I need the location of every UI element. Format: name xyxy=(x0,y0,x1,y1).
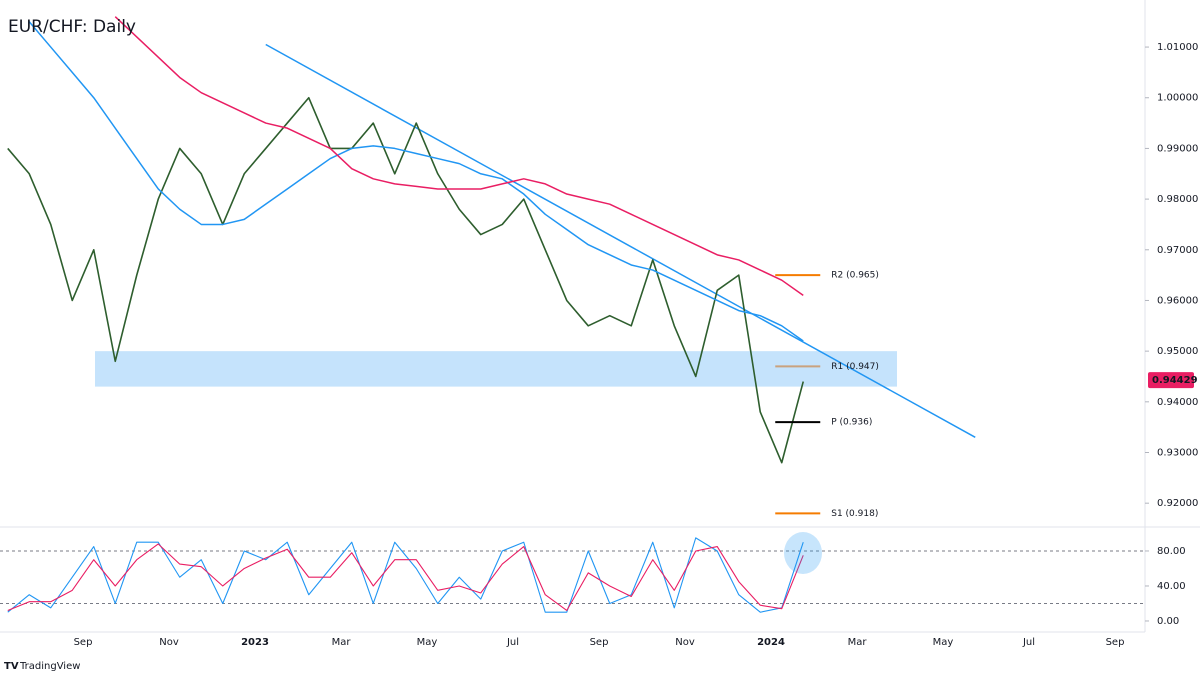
pivot-label: P (0.936) xyxy=(831,418,872,428)
y-tick-label: 1.00000 xyxy=(1157,93,1198,104)
y-tick-label: 1.01000 xyxy=(1157,42,1198,53)
series-line xyxy=(7,96,805,464)
trendline xyxy=(265,43,976,438)
x-tick-label: May xyxy=(933,637,954,648)
y-tick-label: 0.96000 xyxy=(1157,295,1198,306)
y-tick-label: 0.93000 xyxy=(1157,448,1198,459)
y-tick-label: 0.95000 xyxy=(1157,346,1198,357)
y-tick-label: 0.94000 xyxy=(1157,397,1198,408)
plot: 0.92000 0.93000 0.94000 0.95000 0.96000 0.970… xyxy=(0,16,1198,648)
y-tick-label: 0.00 xyxy=(1157,616,1179,627)
last-price-label: 0.94429 xyxy=(1152,375,1198,386)
x-tick-label: Jul xyxy=(1022,637,1035,648)
series-line xyxy=(7,537,804,613)
highlight xyxy=(784,532,822,574)
series-line xyxy=(7,543,804,612)
y-tick-label: 0.98000 xyxy=(1157,194,1198,205)
y-tick-label: 0.92000 xyxy=(1157,498,1198,509)
x-tick-label: Mar xyxy=(848,637,868,648)
x-tick-label: Jul xyxy=(506,637,519,648)
chart-title: EUR/CHF: Daily xyxy=(8,17,136,37)
last-price-box xyxy=(1148,372,1194,389)
x-tick-label: Mar xyxy=(332,637,352,648)
x-tick-label: Sep xyxy=(74,637,93,648)
y-tick-label: 80.00 xyxy=(1157,546,1186,557)
x-tick-label: 2024 xyxy=(757,637,785,648)
series-line xyxy=(28,21,804,342)
x-tick-label: 2023 xyxy=(241,637,269,648)
source: TradingView xyxy=(19,661,80,672)
pivot-label: R2 (0.965) xyxy=(831,271,879,281)
x-tick-label: Nov xyxy=(159,637,179,648)
x-tick-label: Sep xyxy=(1106,637,1125,648)
support-zone xyxy=(95,351,897,387)
x-tick-label: May xyxy=(417,637,438,648)
pivot-label: R1 (0.947) xyxy=(831,362,879,372)
x-tick-label: Nov xyxy=(675,637,695,648)
series-line xyxy=(114,16,804,297)
y-tick-label: 40.00 xyxy=(1157,581,1186,592)
y-tick-label: 0.97000 xyxy=(1157,245,1198,256)
x-tick-label: Sep xyxy=(590,637,609,648)
y-tick-label: 0.99000 xyxy=(1157,143,1198,154)
logo: 𝗧𝗩 xyxy=(4,661,19,672)
pivot-label: S1 (0.918) xyxy=(831,509,878,519)
